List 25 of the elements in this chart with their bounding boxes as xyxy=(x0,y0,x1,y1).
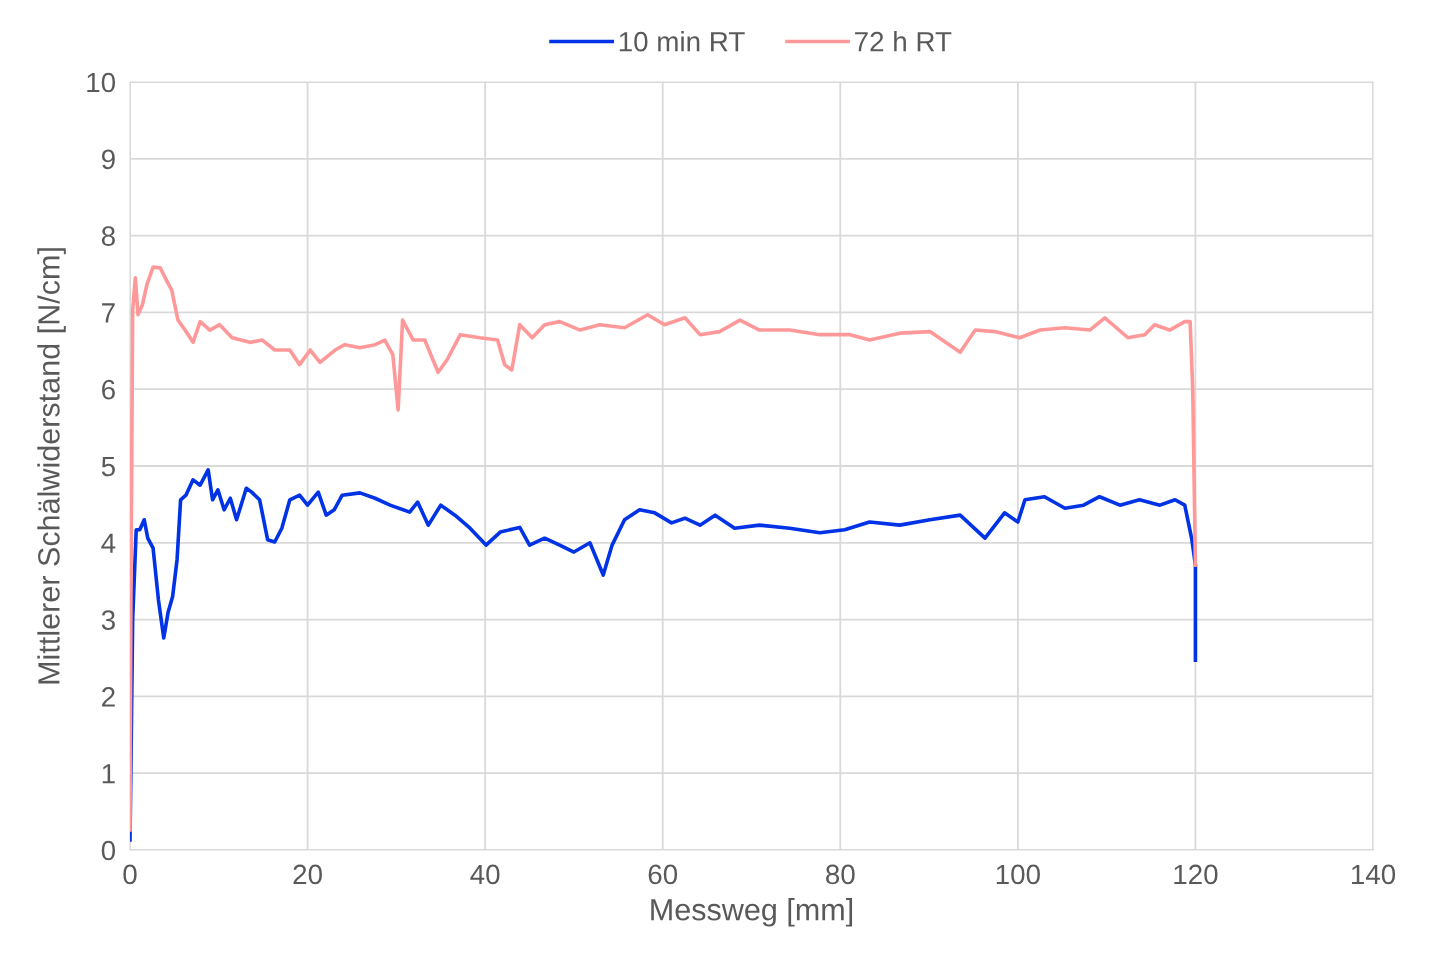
y-tick-label: 9 xyxy=(101,149,115,170)
x-tick-label: 80 xyxy=(826,864,855,885)
x-tick-label: 20 xyxy=(293,864,322,885)
legend-label: 72 h RT xyxy=(855,31,952,52)
x-tick-label: 40 xyxy=(470,864,500,885)
y-tick-label: 1 xyxy=(102,764,115,784)
line-series xyxy=(130,265,1198,832)
y-tick-label: 4 xyxy=(101,533,116,553)
y-tick-label: 6 xyxy=(102,379,115,400)
y-tick-label: 3 xyxy=(101,610,115,630)
x-tick-label: 0 xyxy=(123,864,137,885)
x-axis-title: Messweg [mm] xyxy=(651,898,853,927)
y-tick-label: 2 xyxy=(102,687,115,707)
y-tick-label: 10 xyxy=(87,72,116,93)
legend-label: 10 min RT xyxy=(619,31,745,52)
y-tick-label: 0 xyxy=(101,840,116,861)
y-axis-title: Mittlerer Schälwiderstand [N/cm] xyxy=(37,248,66,684)
x-tick-label: 140 xyxy=(1351,864,1396,885)
x-tick-label: 120 xyxy=(1174,864,1218,885)
x-tick-label: 100 xyxy=(996,864,1040,885)
y-tick-label: 5 xyxy=(101,456,115,477)
x-tick-label: 60 xyxy=(648,864,678,885)
y-tick-label: 8 xyxy=(101,226,115,246)
y-tick-label: 7 xyxy=(102,303,115,323)
line-series xyxy=(130,468,1198,842)
